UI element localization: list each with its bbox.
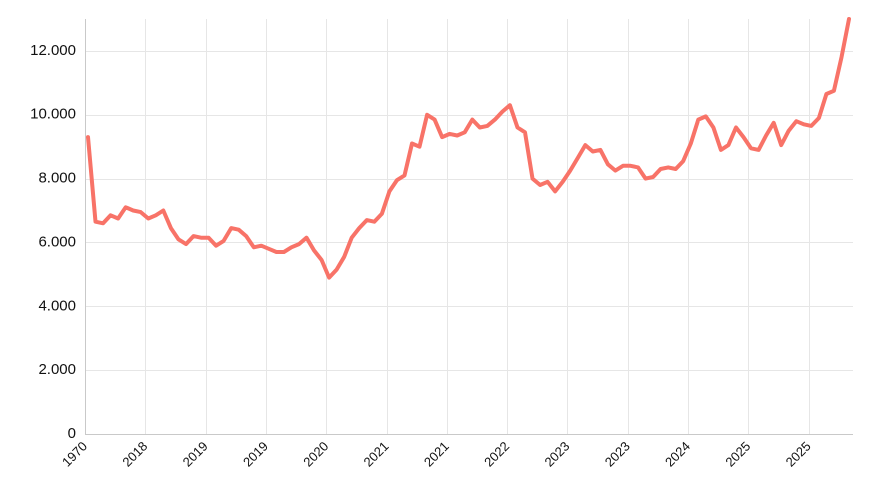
x-tick-label: 2025 bbox=[783, 439, 814, 470]
x-tick-label: 2022 bbox=[481, 439, 512, 470]
y-axis-ticks: 0 2.000 4.000 6.000 8.000 10.000 12.000 bbox=[30, 42, 76, 442]
y-tick-label: 10.000 bbox=[30, 106, 76, 123]
x-tick-label: 2018 bbox=[119, 439, 150, 470]
y-tick-label: 6.000 bbox=[38, 233, 76, 250]
x-tick-label: 2021 bbox=[361, 439, 392, 470]
x-tick-label: 2019 bbox=[180, 439, 211, 470]
x-tick-label: 1970 bbox=[59, 439, 90, 470]
x-tick-label: 2023 bbox=[541, 439, 572, 470]
x-tick-label: 2023 bbox=[602, 439, 633, 470]
series-line bbox=[86, 17, 851, 280]
x-tick-label: 2025 bbox=[722, 439, 753, 470]
x-tick-label: 2024 bbox=[662, 439, 693, 470]
x-axis-ticks: 1970 2018 2019 2019 2020 2021 2021 2022 2023 2023… bbox=[59, 439, 814, 470]
y-tick-label: 12.000 bbox=[30, 42, 76, 59]
y-tick-label: 8.000 bbox=[38, 170, 76, 187]
x-tick-label: 2019 bbox=[240, 439, 271, 470]
y-tick-label: 2.000 bbox=[38, 361, 76, 378]
axis-layer bbox=[85, 19, 853, 435]
y-tick-label: 4.000 bbox=[38, 297, 76, 314]
series-layer bbox=[86, 17, 851, 280]
y-tick-label: 0 bbox=[68, 425, 76, 442]
x-tick-label: 2020 bbox=[300, 439, 331, 470]
grid-layer bbox=[85, 19, 853, 434]
x-tick-label: 2021 bbox=[421, 439, 452, 470]
